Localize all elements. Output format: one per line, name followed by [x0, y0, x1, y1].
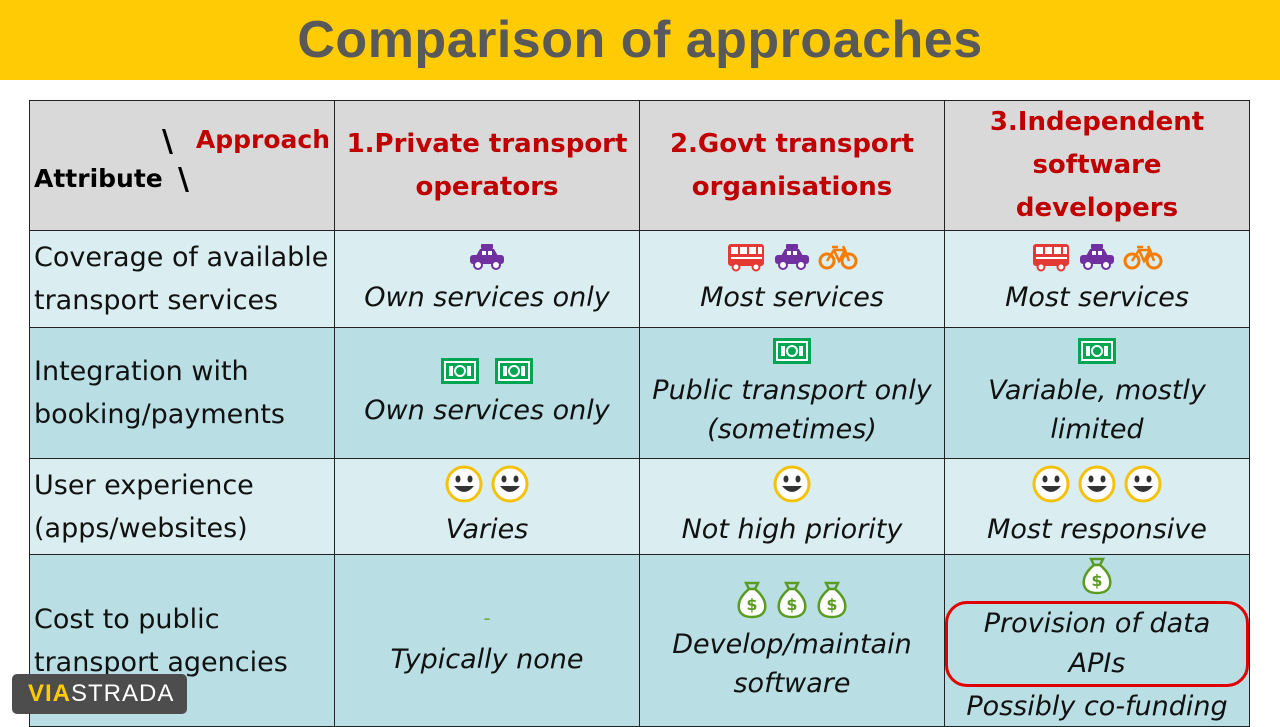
attribute-cell: User experience (apps/websites) [29, 458, 335, 555]
smiley-icon [444, 464, 484, 508]
icon-group [335, 464, 639, 508]
bus-icon [726, 242, 766, 276]
bicycle-icon [1123, 242, 1163, 276]
attribute-cell: Integration with booking/payments [29, 327, 335, 459]
icon-group [640, 337, 944, 369]
page-title: Comparison of approaches [297, 11, 983, 69]
header-row: \ Approach Attribute \ 1.Private transpo… [29, 100, 1250, 231]
money-bag-icon: $ [735, 579, 769, 623]
value-cell: Own services only [334, 327, 640, 459]
banknote-icon [1077, 337, 1117, 369]
smiley-icon [1077, 464, 1117, 508]
svg-text:$: $ [746, 595, 757, 614]
value-cell: Not high priority [639, 458, 945, 555]
highlighted-text: Provision of data APIs [945, 601, 1249, 687]
svg-text:$: $ [1091, 571, 1102, 590]
column-header-private: 1.Private transport operators [334, 100, 640, 231]
attribute-cell: Coverage of available transport services [29, 230, 335, 328]
value-cell: Variable, mostly limited [944, 327, 1250, 459]
icon-group [335, 357, 639, 389]
title-bar: Comparison of approaches [0, 0, 1280, 80]
corner-attribute-label: Attribute [34, 163, 163, 193]
svg-text:$: $ [786, 595, 797, 614]
smiley-icon [772, 464, 812, 508]
smiley-icon [1123, 464, 1163, 508]
bicycle-icon [818, 242, 858, 276]
taxi-icon [772, 242, 812, 276]
value-cell: Most services [639, 230, 945, 328]
value-cell: Own services only [334, 230, 640, 328]
table-row: Coverage of available transport services… [29, 230, 1250, 328]
taxi-icon [1077, 242, 1117, 276]
icon-group [945, 337, 1249, 369]
table-row: User experience (apps/websites) Varies N… [29, 458, 1250, 555]
viastrada-logo: VIA STRADA [12, 674, 187, 714]
banknote-icon [440, 357, 480, 389]
taxi-icon [467, 242, 507, 276]
money-bag-icon: $ [775, 579, 809, 623]
banknote-icon [494, 357, 534, 389]
money-bag-icon: $ [1080, 555, 1114, 599]
icon-group [335, 242, 639, 276]
banknote-icon [772, 337, 812, 369]
table-row: Integration with booking/payments Own se… [29, 327, 1250, 459]
value-cell: Varies [334, 458, 640, 555]
table-row: Cost to public transport agencies - Typic… [29, 554, 1250, 727]
value-cell: Most responsive [944, 458, 1250, 555]
value-cell: $ $ $ Develop/maintain software [639, 554, 945, 727]
icon-group [640, 464, 944, 508]
svg-text:$: $ [826, 595, 837, 614]
dash-mark: - [483, 606, 491, 630]
comparison-table: \ Approach Attribute \ 1.Private transpo… [29, 100, 1250, 727]
smiley-icon [1031, 464, 1071, 508]
icon-group [945, 464, 1249, 508]
corner-slash: \ [162, 123, 173, 159]
smiley-icon [490, 464, 530, 508]
icon-group [640, 242, 944, 276]
value-cell: Most services [944, 230, 1250, 328]
value-cell: $ Provision of data APIs Possibly co-fun… [944, 554, 1250, 727]
icon-group: $ [945, 555, 1249, 599]
value-cell: - Typically none [334, 554, 640, 727]
column-header-govt: 2.Govt transport organisations [639, 100, 945, 231]
corner-cell: \ Approach Attribute \ [29, 100, 335, 231]
corner-slash: \ [178, 161, 189, 197]
money-bag-icon: $ [815, 579, 849, 623]
icon-group: $ $ $ [640, 579, 944, 623]
value-cell: Public transport only (sometimes) [639, 327, 945, 459]
corner-approach-label: Approach [195, 124, 330, 154]
bus-icon [1031, 242, 1071, 276]
column-header-independent: 3.Independent software developers [944, 100, 1250, 231]
icon-group [945, 242, 1249, 276]
